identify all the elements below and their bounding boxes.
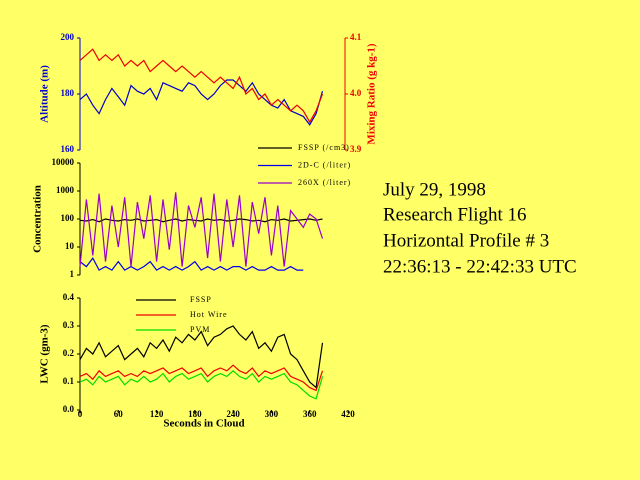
y-axis-label: Concentration (32, 185, 44, 253)
x-tick-label: 240 (226, 409, 240, 419)
y-tick-label: 1 (70, 269, 75, 279)
legend-label: 2D-C (/liter) (298, 160, 351, 169)
legend-label: 260X (/liter) (298, 178, 351, 187)
y-axis-label: LWC (gm-3) (39, 324, 51, 384)
y-tick-label: 0.3 (63, 320, 75, 330)
x-tick-label: 420 (341, 409, 355, 419)
legend-label: Hot Wire (190, 310, 228, 319)
y-tick-label: 180 (61, 88, 75, 98)
legend-label: FSSP (190, 295, 212, 304)
data-line (79, 325, 324, 389)
y-tick-label: 100 (61, 213, 75, 223)
x-tick-label: 360 (303, 409, 317, 419)
y-tick-label: 10 (65, 241, 75, 251)
info-line: July 29, 1998 (383, 179, 486, 200)
legend-label: FSSP (/cm3) (298, 143, 350, 152)
x-tick-label: 120 (150, 409, 164, 419)
y-tick-label: 0.1 (63, 376, 75, 386)
data-line (79, 48, 324, 124)
y-tick-label: 1000 (56, 185, 75, 195)
data-line (79, 192, 324, 267)
y-axis-label: Altitude (m) (39, 65, 51, 123)
y2-tick-label: 4.1 (350, 32, 362, 42)
data-line (79, 218, 323, 223)
x-tick-label: 0 (78, 409, 83, 419)
x-tick-label: 60 (114, 409, 124, 419)
x-axis-label: Seconds in Cloud (163, 418, 244, 430)
y-tick-label: 160 (61, 144, 75, 154)
info-line: Horizontal Profile # 3 (383, 230, 549, 251)
y2-tick-label: 3.9 (350, 144, 362, 154)
y-tick-label: 0.4 (63, 292, 75, 302)
y-tick-label: 200 (61, 32, 75, 42)
y-tick-label: 0.0 (63, 404, 75, 414)
legend-label: PVM (190, 325, 210, 334)
info-line: 22:36:13 - 22:42:33 UTC (383, 256, 577, 277)
y2-axis-label: Mixing Ratio (g kg-1) (366, 43, 378, 144)
y-tick-label: 0.2 (63, 348, 75, 358)
y-tick-label: 10000 (52, 157, 75, 167)
info-block: July 29, 1998 Research Flight 16 Horizon… (383, 179, 577, 277)
info-line: Research Flight 16 (383, 204, 527, 225)
data-line (79, 370, 324, 400)
y2-tick-label: 4.0 (350, 88, 362, 98)
x-tick-label: 180 (188, 409, 202, 419)
data-line (79, 364, 324, 392)
data-line (79, 79, 324, 126)
x-tick-label: 300 (265, 409, 279, 419)
data-line (79, 256, 304, 271)
